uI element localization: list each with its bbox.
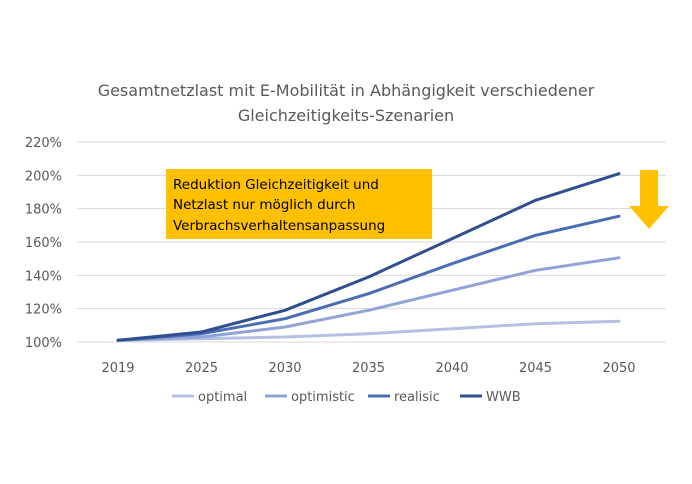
annotation-background bbox=[166, 169, 432, 239]
legend-label-realisic: realisic bbox=[394, 390, 440, 405]
x-tick-label: 2040 bbox=[435, 361, 468, 376]
chart-title-line-1: Gesamtnetzlast mit E-Mobilität in Abhäng… bbox=[98, 81, 595, 100]
series-line-optimistic bbox=[116, 256, 621, 342]
x-axis-ticks: 2019 2025 2030 2035 2040 2045 2050 bbox=[101, 361, 635, 376]
legend-label-optimal: optimal bbox=[198, 390, 247, 405]
annotation-line-2: Netzlast nur möglich durch bbox=[173, 197, 356, 213]
y-tick-label: 140% bbox=[25, 269, 62, 284]
x-tick-label: 2019 bbox=[101, 361, 134, 376]
x-tick-label: 2030 bbox=[268, 361, 301, 376]
series-lines bbox=[116, 172, 621, 342]
y-tick-label: 200% bbox=[25, 169, 62, 184]
series-line-realisic bbox=[116, 214, 621, 342]
y-tick-label: 100% bbox=[25, 336, 62, 351]
x-tick-label: 2025 bbox=[185, 361, 218, 376]
x-tick-label: 2050 bbox=[602, 361, 635, 376]
y-axis-ticks: 100% 120% 140% 160% 180% 200% 220% bbox=[25, 136, 62, 351]
legend: optimal optimistic realisic WWB bbox=[172, 390, 521, 405]
series-line-optimal bbox=[116, 319, 621, 342]
legend-label-optimistic: optimistic bbox=[291, 390, 355, 405]
chart-title: Gesamtnetzlast mit E-Mobilität in Abhäng… bbox=[98, 81, 595, 125]
annotation-line-1: Reduktion Gleichzeitigkeit und bbox=[173, 177, 379, 193]
down-arrow-icon bbox=[629, 170, 669, 229]
y-tick-label: 180% bbox=[25, 203, 62, 218]
legend-label-wwb: WWB bbox=[486, 390, 521, 405]
x-tick-label: 2035 bbox=[352, 361, 385, 376]
annotation-box: Reduktion Gleichzeitigkeit und Netzlast … bbox=[166, 169, 432, 239]
chart-title-line-2: Gleichzeitigkeits-Szenarien bbox=[238, 106, 454, 125]
annotation-line-3: Verbrachsverhaltensanpassung bbox=[173, 218, 385, 234]
y-tick-label: 220% bbox=[25, 136, 62, 151]
y-tick-label: 160% bbox=[25, 236, 62, 251]
x-tick-label: 2045 bbox=[519, 361, 552, 376]
y-tick-label: 120% bbox=[25, 303, 62, 318]
